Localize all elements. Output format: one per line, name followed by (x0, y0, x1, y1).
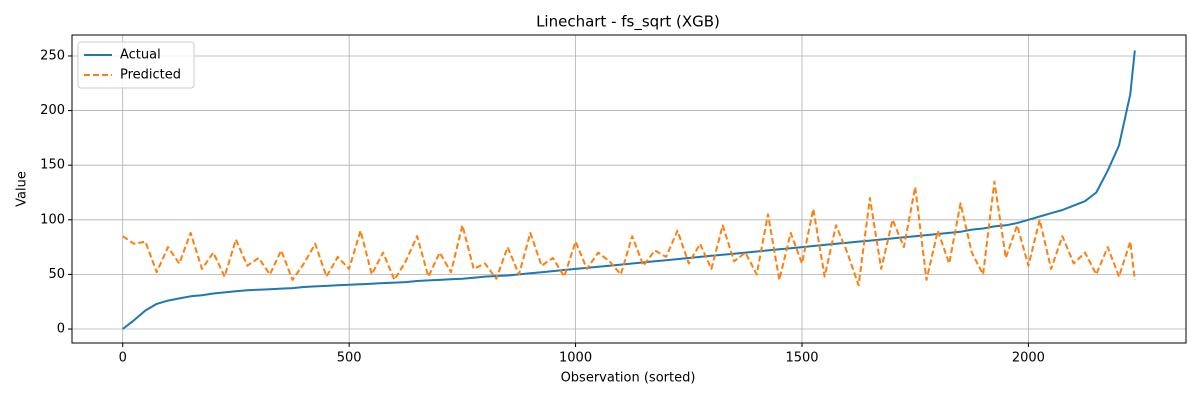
y-tick-label: 250 (40, 48, 65, 63)
x-axis-label: Observation (sorted) (561, 371, 696, 386)
y-tick-label: 50 (48, 267, 65, 282)
y-tick-label: 150 (40, 158, 65, 173)
y-tick-label: 100 (40, 212, 65, 227)
x-tick-label: 2000 (1012, 351, 1045, 366)
chart-title: Linechart - fs_sqrt (XGB) (536, 13, 720, 32)
x-tick-label: 1500 (785, 351, 818, 366)
y-tick-label: 0 (57, 322, 65, 337)
legend-label: Actual (120, 48, 161, 63)
x-tick-label: 500 (337, 351, 362, 366)
legend-box (77, 41, 195, 89)
y-axis-label: Value (15, 171, 30, 207)
y-tick-label: 200 (40, 103, 65, 118)
legend-label: Predicted (120, 68, 181, 83)
x-tick-label: 0 (119, 351, 127, 366)
series-line (122, 50, 1136, 330)
axes-frame (71, 34, 1187, 344)
series-line (122, 180, 1136, 287)
x-tick-label: 1000 (559, 351, 592, 366)
